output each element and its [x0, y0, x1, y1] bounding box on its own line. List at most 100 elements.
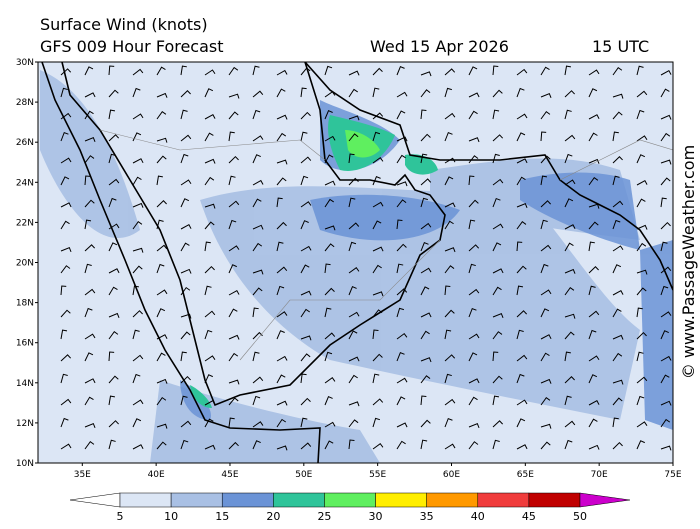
barb [444, 176, 454, 186]
colorbar-segment [375, 492, 427, 508]
barb [300, 264, 310, 274]
barb [540, 334, 552, 340]
barb [132, 247, 144, 253]
barb [468, 333, 480, 340]
barb [324, 307, 332, 318]
barb [84, 137, 96, 143]
barb [300, 245, 312, 252]
barb [252, 109, 261, 120]
barb [156, 137, 168, 143]
barb [108, 312, 120, 318]
barb [204, 444, 216, 450]
barb [252, 179, 264, 186]
barb [468, 137, 480, 143]
barb [156, 441, 167, 450]
barb [276, 159, 288, 165]
barb [204, 114, 216, 120]
barb [396, 332, 408, 340]
barb [516, 399, 528, 406]
barb [396, 181, 408, 187]
barb [588, 310, 600, 318]
colorbar-label: 40 [471, 510, 485, 523]
barb [612, 219, 621, 230]
barb [660, 177, 671, 186]
barb [540, 244, 552, 252]
barb [300, 373, 307, 384]
barb [396, 351, 405, 362]
barb [84, 333, 96, 340]
barb [540, 441, 551, 450]
barb [204, 158, 216, 164]
barb [420, 375, 431, 384]
barb [276, 266, 288, 274]
barb [324, 351, 333, 362]
barb [612, 200, 624, 208]
barb [180, 134, 192, 142]
barb [468, 219, 476, 230]
colorbar-label: 25 [317, 510, 331, 523]
title: Surface Wind (knots) [40, 15, 208, 34]
barb [84, 422, 96, 428]
barb [612, 93, 624, 99]
barb [276, 445, 288, 451]
barb [204, 88, 214, 98]
barb [84, 352, 94, 362]
barb [324, 65, 333, 76]
barb [444, 329, 452, 340]
barb [516, 285, 524, 296]
barb [180, 395, 188, 406]
barb [276, 285, 285, 296]
barb [588, 114, 600, 120]
barb [444, 247, 456, 253]
barb [108, 134, 120, 142]
barb [588, 266, 599, 274]
barb [108, 331, 119, 340]
barb [132, 176, 142, 186]
barb [588, 69, 600, 76]
barb [228, 111, 239, 120]
barb [228, 93, 240, 99]
model: GFS 009 Hour Forecast [40, 37, 224, 56]
barb [228, 131, 235, 142]
barb [228, 200, 240, 208]
barb [324, 377, 336, 384]
barb [564, 134, 576, 142]
barb [588, 158, 600, 164]
barb [564, 198, 574, 208]
barb [132, 329, 140, 340]
barb [372, 112, 384, 120]
barb [252, 351, 260, 362]
barb [276, 132, 287, 142]
barb [612, 156, 623, 164]
barb [348, 401, 360, 407]
barb [372, 264, 382, 274]
barb [420, 89, 431, 98]
barb [660, 266, 672, 274]
barb [108, 242, 118, 252]
barb [660, 114, 672, 120]
barb [60, 131, 69, 142]
barb [348, 267, 360, 274]
barb [660, 88, 670, 98]
barb [468, 352, 478, 362]
barb [84, 199, 95, 208]
barb [660, 374, 670, 384]
lat-label: 22N [16, 218, 34, 228]
borders [99, 129, 673, 361]
barb [396, 288, 408, 296]
barb [252, 65, 260, 76]
barb [156, 200, 167, 208]
barb [492, 65, 499, 76]
barb [564, 179, 576, 186]
barb [180, 331, 191, 340]
colorbar-segment [426, 492, 479, 508]
barb [84, 263, 92, 274]
barb [204, 241, 211, 252]
barb [564, 242, 574, 252]
barb [540, 66, 550, 76]
barb [420, 241, 429, 252]
barb [228, 155, 239, 164]
barb [156, 352, 166, 362]
barb [492, 439, 500, 450]
barb [372, 329, 379, 340]
